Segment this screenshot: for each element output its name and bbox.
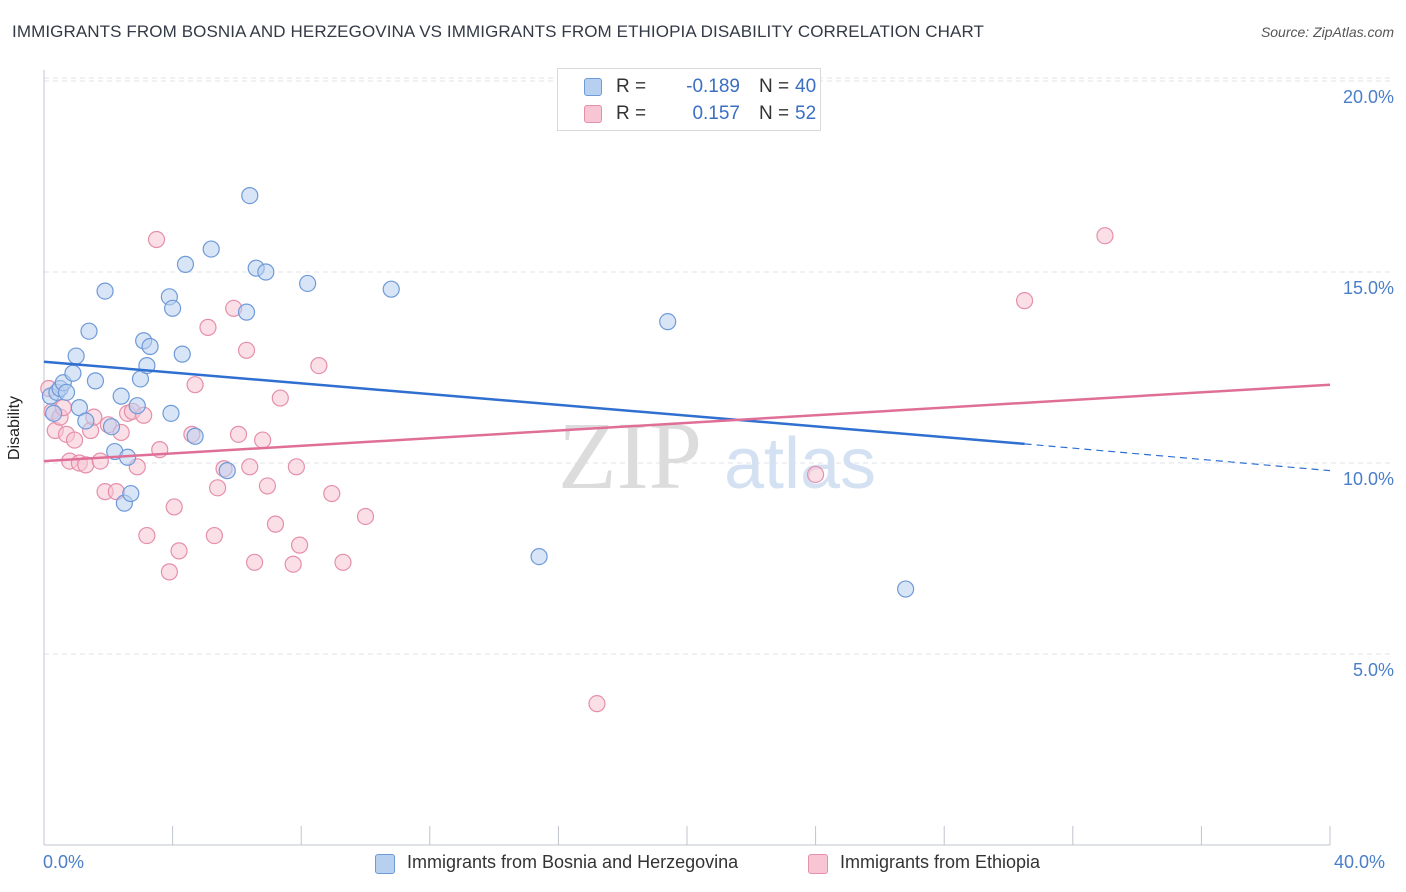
data-point xyxy=(80,322,98,340)
data-point xyxy=(588,695,606,713)
data-point xyxy=(128,397,146,415)
chart-title: IMMIGRANTS FROM BOSNIA AND HERZEGOVINA V… xyxy=(12,22,985,41)
x-tick-label-min: 0.0% xyxy=(43,852,85,872)
data-point xyxy=(160,563,178,581)
x-tick-label-max: 40.0% xyxy=(1334,852,1386,872)
data-point xyxy=(241,187,259,205)
data-point xyxy=(897,580,915,598)
watermark-zip: ZIP xyxy=(558,402,702,509)
y-tick-label: 10.0% xyxy=(1342,469,1394,489)
data-point xyxy=(266,515,285,533)
data-point xyxy=(1015,292,1034,310)
data-point xyxy=(176,255,195,273)
trend-lines xyxy=(43,360,1331,472)
trend-line-ethiopia xyxy=(43,383,1331,463)
r-label: R = xyxy=(616,103,647,124)
legend-label: Immigrants from Ethiopia xyxy=(840,852,1041,872)
data-point xyxy=(67,347,85,365)
legend-swatch-pink xyxy=(584,105,602,123)
n-label: N = xyxy=(759,103,790,124)
data-point xyxy=(382,280,400,298)
n-label: N = xyxy=(759,76,790,97)
data-point xyxy=(112,387,130,405)
trend-line-bosnia xyxy=(43,360,1025,446)
grid-lines xyxy=(44,77,1392,655)
legend-swatch-blue xyxy=(584,78,602,96)
data-point xyxy=(162,404,180,422)
data-point xyxy=(290,536,309,554)
data-point xyxy=(122,484,140,503)
data-point xyxy=(254,431,272,449)
data-point xyxy=(257,263,275,281)
axes xyxy=(43,70,1331,846)
data-point xyxy=(170,542,188,560)
data-point xyxy=(147,230,166,249)
data-point xyxy=(86,372,105,390)
data-point xyxy=(165,498,183,516)
data-point xyxy=(299,274,317,293)
data-point xyxy=(199,318,217,336)
watermark-atlas: atlas xyxy=(724,424,876,504)
watermark: ZIP atlas xyxy=(558,402,876,509)
data-point xyxy=(530,547,548,566)
stats-legend: R = -0.189 N = 40 R = 0.157 N = 52 xyxy=(557,68,821,131)
data-point xyxy=(237,303,256,321)
data-point xyxy=(57,383,76,401)
data-point xyxy=(102,418,121,436)
data-point xyxy=(96,282,114,300)
data-point xyxy=(245,553,264,571)
data-point xyxy=(173,345,191,363)
data-point xyxy=(284,555,302,573)
r-label: R = xyxy=(616,76,647,97)
y-tick-label: 15.0% xyxy=(1342,278,1394,298)
data-point xyxy=(806,465,825,484)
data-point xyxy=(205,526,223,545)
data-point xyxy=(659,313,677,331)
data-point xyxy=(164,299,182,317)
data-point xyxy=(65,431,84,449)
data-point xyxy=(141,337,159,356)
y-axis-label: Disability xyxy=(6,395,23,460)
data-point xyxy=(1096,227,1114,245)
data-point xyxy=(310,356,328,375)
data-point xyxy=(186,427,204,445)
series-bosnia xyxy=(41,187,915,598)
r-value: -0.189 xyxy=(686,76,740,97)
data-point xyxy=(237,341,256,359)
data-point xyxy=(186,376,204,394)
data-point xyxy=(271,389,289,407)
n-value: 40 xyxy=(795,76,817,97)
legend-swatch-pink xyxy=(808,854,828,874)
y-tick-label: 5.0% xyxy=(1352,660,1394,680)
legend-swatch-blue xyxy=(375,854,395,874)
data-point xyxy=(258,477,277,495)
data-point xyxy=(356,507,375,526)
y-tick-label: 20.0% xyxy=(1342,87,1394,107)
data-point xyxy=(138,526,156,545)
data-point xyxy=(202,240,220,258)
data-point xyxy=(45,404,63,422)
trend-line-bosnia-dashed xyxy=(1024,443,1331,472)
legend-label: Immigrants from Bosnia and Herzegovina xyxy=(407,852,739,872)
data-point xyxy=(91,452,109,470)
data-point xyxy=(323,484,341,503)
data-point xyxy=(64,364,82,382)
data-point xyxy=(241,458,259,476)
data-point xyxy=(218,462,236,480)
data-point xyxy=(209,479,227,497)
data-point xyxy=(77,412,95,430)
source-credit: Source: ZipAtlas.com xyxy=(1260,24,1394,40)
data-point xyxy=(334,553,352,571)
data-point xyxy=(287,458,305,476)
data-point xyxy=(229,425,248,443)
n-value: 52 xyxy=(795,103,817,124)
r-value: 0.157 xyxy=(692,103,740,124)
